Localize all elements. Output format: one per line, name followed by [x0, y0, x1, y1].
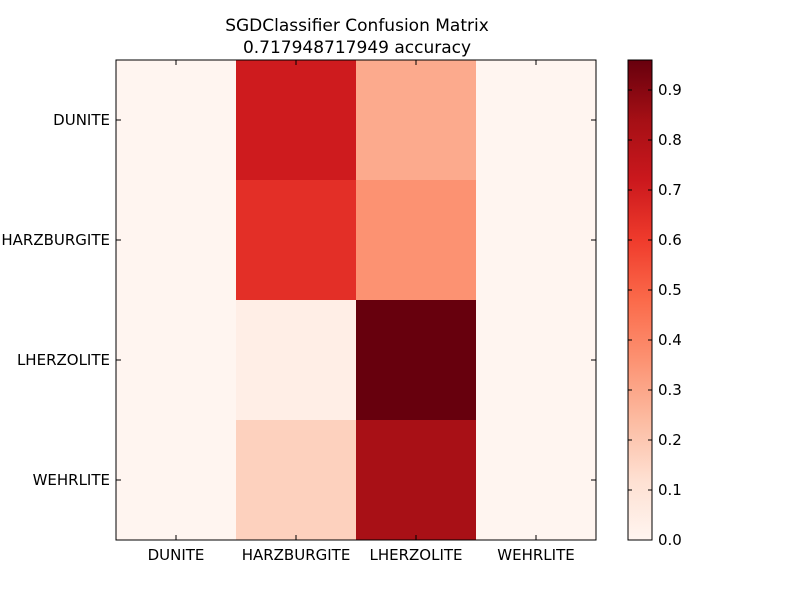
heatmap-cell — [236, 300, 356, 420]
heatmap-cell — [116, 180, 236, 300]
x-tick-label: LHERZOLITE — [369, 546, 462, 564]
heatmap-cell — [356, 180, 476, 300]
axis-ticks — [116, 60, 596, 540]
x-axis-tick-labels: DUNITE HARZBURGITE LHERZOLITE WEHRLITE — [148, 546, 575, 564]
colorbar-tick-label: 0.9 — [658, 81, 682, 99]
heatmap-cell — [476, 60, 596, 180]
heatmap-cell — [116, 420, 236, 540]
colorbar-tick-label: 0.4 — [658, 331, 682, 349]
colorbar-tick-label: 0.7 — [658, 181, 682, 199]
colorbar-tick-label: 0.3 — [658, 381, 682, 399]
heatmap-cell — [116, 300, 236, 420]
y-tick-label: WEHRLITE — [33, 471, 110, 489]
colorbar-tick-label: 0.0 — [658, 531, 682, 549]
colorbar-tick-label: 0.5 — [658, 281, 682, 299]
heatmap-cell — [356, 420, 476, 540]
heatmap-cell — [476, 420, 596, 540]
heatmap-cell — [236, 60, 356, 180]
heatmap-cell — [236, 420, 356, 540]
colorbar-tick-label: 0.1 — [658, 481, 682, 499]
heatmap-cells — [116, 60, 596, 540]
colorbar — [627, 59, 653, 541]
y-axis-tick-labels: DUNITE HARZBURGITE LHERZOLITE WEHRLITE — [1, 111, 110, 489]
colorbar-ticks: 0.0 0.1 0.2 0.3 0.4 0.5 0.6 0.7 0.8 0.9 — [628, 81, 682, 549]
heatmap-cell — [356, 60, 476, 180]
colorbar-tick-label: 0.8 — [658, 131, 682, 149]
y-tick-label: HARZBURGITE — [1, 231, 110, 249]
plot-frame — [115, 59, 597, 541]
heatmap-cell — [476, 300, 596, 420]
x-tick-label: DUNITE — [148, 546, 205, 564]
chart-title-line-2: 0.717948717949 accuracy — [243, 38, 471, 58]
heatmap-cell — [476, 180, 596, 300]
y-tick-label: LHERZOLITE — [17, 351, 110, 369]
colorbar-tick-label: 0.6 — [658, 231, 682, 249]
chart-title-line-1: SGDClassifier Confusion Matrix — [225, 16, 489, 36]
x-tick-label: WEHRLITE — [497, 546, 574, 564]
y-tick-label: DUNITE — [53, 111, 110, 129]
x-tick-label: HARZBURGITE — [242, 546, 351, 564]
heatmap-cell — [356, 300, 476, 420]
heatmap-cell — [236, 180, 356, 300]
colorbar-tick-label: 0.2 — [658, 431, 682, 449]
heatmap-cell — [116, 60, 236, 180]
